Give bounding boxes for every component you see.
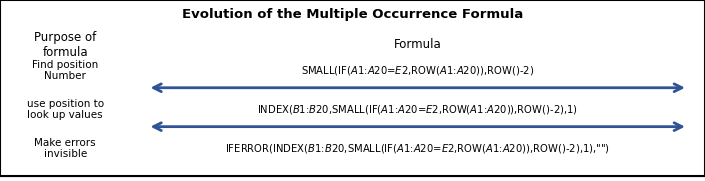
Text: Evolution of the Multiple Occurrence Formula: Evolution of the Multiple Occurrence For… (182, 9, 523, 21)
Bar (130, 99, 705, 138)
Text: Formula: Formula (394, 38, 441, 51)
Bar (130, 138, 705, 176)
Text: IFERROR(INDEX($B$1:$B$20,SMALL(IF($A$1:$A$20=$E$2,ROW($A$1:$A$20)),ROW()-2),1),": IFERROR(INDEX($B$1:$B$20,SMALL(IF($A$1:$… (226, 142, 610, 155)
Bar (130, 30, 705, 60)
Text: SMALL(IF($A$1:$A$20=$E$2,ROW($A$1:$A$20)),ROW()-2): SMALL(IF($A$1:$A$20=$E$2,ROW($A$1:$A$20)… (301, 64, 534, 77)
Bar (0, 99, 130, 138)
Text: Make errors
invisible: Make errors invisible (35, 138, 96, 159)
Text: use position to
look up values: use position to look up values (27, 99, 104, 120)
Text: Purpose of
formula: Purpose of formula (34, 31, 97, 59)
Bar (130, 60, 705, 99)
Bar (0, 60, 130, 99)
Bar (0, 0, 705, 30)
Text: Find position
Number: Find position Number (32, 60, 98, 81)
Bar (0, 30, 130, 60)
Bar (0, 138, 130, 176)
Text: INDEX($B$1:$B$20,SMALL(IF($A$1:$A$20=$E$2,ROW($A$1:$A$20)),ROW()-2),1): INDEX($B$1:$B$20,SMALL(IF($A$1:$A$20=$E$… (257, 103, 578, 116)
